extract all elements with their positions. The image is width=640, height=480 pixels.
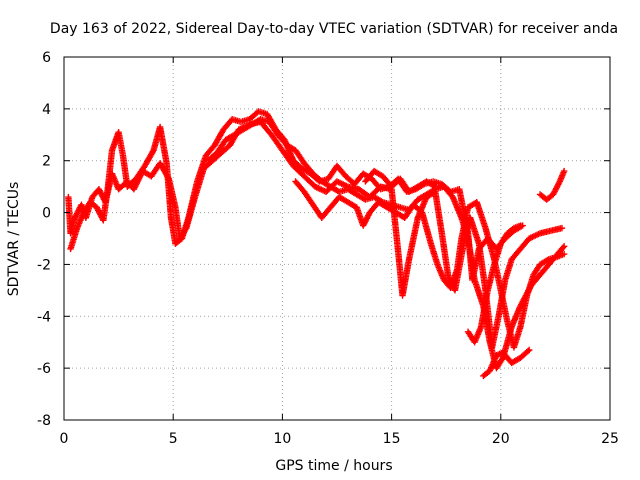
data-points <box>65 108 568 380</box>
data-point <box>149 148 156 155</box>
data-point <box>524 347 532 355</box>
grid-lines <box>64 57 610 420</box>
data-point <box>560 167 568 175</box>
y-tick-label: 6 <box>42 50 51 66</box>
x-tick-label: 10 <box>273 431 291 447</box>
y-tick-label: -4 <box>37 309 51 325</box>
x-tick-label: 20 <box>492 431 510 447</box>
y-tick-label: -2 <box>37 257 51 273</box>
data-point <box>560 243 568 250</box>
data-point <box>560 250 568 258</box>
chart-title: Day 163 of 2022, Sidereal Day-to-day VTE… <box>50 21 618 37</box>
series-sat-g <box>536 167 568 203</box>
series-sat-c <box>204 116 568 372</box>
y-axis-title: SDTVAR / TECUs <box>6 182 22 297</box>
y-tick-label: -6 <box>37 361 51 377</box>
x-tick-label: 0 <box>60 431 69 447</box>
data-point <box>432 183 439 190</box>
plot-frame <box>63 56 611 421</box>
series-sat-e <box>464 222 524 346</box>
axis-ticks: 0 5 10 15 20 25 -8 -6 -4 -2 0 2 4 6 <box>37 50 619 447</box>
y-tick-label: 4 <box>42 102 51 118</box>
data-point <box>525 346 533 354</box>
series-sat-h <box>362 167 439 196</box>
data-point <box>517 222 524 229</box>
y-tick-label: 2 <box>42 154 51 170</box>
y-tick-label: -8 <box>37 413 51 429</box>
x-tick-label: 5 <box>169 431 178 447</box>
series-sat-f <box>480 346 533 380</box>
x-axis-title: GPS time / hours <box>275 458 392 474</box>
x-tick-label: 25 <box>601 431 619 447</box>
y-tick-label: 0 <box>42 206 51 222</box>
data-point <box>559 244 567 251</box>
data-point <box>558 224 566 232</box>
x-tick-label: 15 <box>383 431 401 447</box>
